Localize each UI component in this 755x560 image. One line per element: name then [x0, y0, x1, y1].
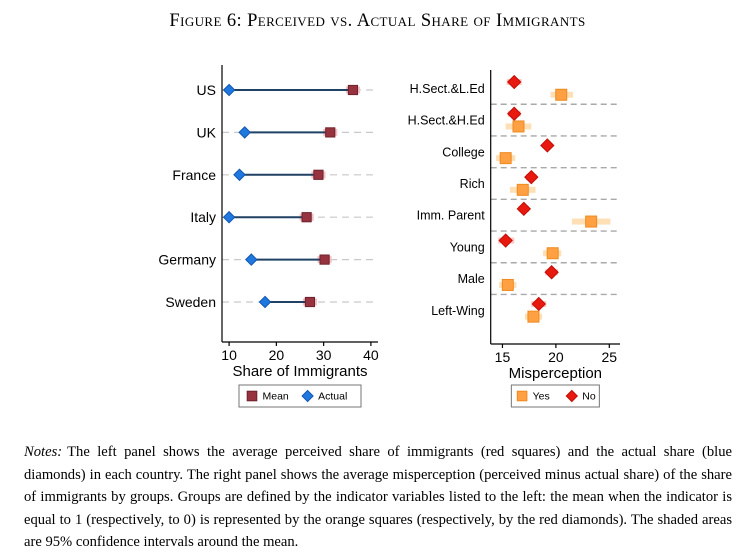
marker-no-left-wing — [531, 296, 546, 312]
x-axis-title: Misperception — [509, 365, 602, 382]
x-tick-label: 20 — [548, 349, 564, 365]
marker-yes-left-wing — [527, 310, 540, 323]
x-axis-title: Share of Immigrants — [232, 363, 367, 380]
category-label-young: Young — [450, 240, 485, 254]
marker-yes-h-sect-h-ed — [512, 120, 525, 133]
marker-yes-young — [546, 247, 559, 260]
marker-no-imm-parent — [516, 201, 532, 217]
marker-mean-sweden — [304, 296, 316, 308]
marker-yes-male — [501, 278, 514, 291]
marker-mean-italy — [301, 212, 312, 223]
marker-yes-college — [499, 152, 512, 165]
right-panel-misperception-chart: H.Sect.&L.Ed H.Sect.&H.Ed College Rich Imm. … — [408, 70, 620, 408]
marker-no-h-sect-l-ed — [507, 74, 522, 90]
marker-no-h-sect-h-ed — [507, 106, 522, 121]
category-label-h-sect-l-ed: H.Sect.&L.Ed — [410, 82, 485, 96]
category-label-h-sect-h-ed: H.Sect.&H.Ed — [408, 114, 485, 128]
notes-label: Notes: — [24, 444, 63, 460]
category-label-italy: Italy — [190, 209, 216, 225]
marker-no-college — [540, 138, 555, 153]
category-label-rich: Rich — [460, 177, 485, 191]
x-tick-label: 30 — [316, 347, 332, 363]
marker-mean-uk — [325, 127, 336, 138]
category-label-male: Male — [458, 272, 485, 286]
marker-actual-france — [233, 168, 246, 182]
marker-actual-italy — [222, 210, 236, 224]
legend-label-mean: Mean — [263, 391, 289, 403]
figure-notes: Notes: The left panel shows the average p… — [24, 441, 732, 554]
category-label-uk: UK — [197, 124, 217, 140]
legend-no-diamond-icon — [565, 389, 579, 403]
category-label-germany: Germany — [158, 252, 216, 268]
marker-mean-us — [347, 84, 359, 96]
notes-text: The left panel shows the average perceiv… — [24, 444, 732, 551]
marker-no-rich — [524, 169, 539, 185]
x-tick-label: 10 — [221, 347, 237, 363]
category-label-france: France — [172, 167, 216, 183]
marker-actual-germany — [245, 253, 258, 266]
marker-no-young — [498, 233, 513, 248]
marker-yes-rich — [516, 183, 529, 196]
legend-label-actual: Actual — [318, 391, 347, 403]
figure-title: Figure 6: Perceived vs. Actual Share of … — [169, 11, 586, 31]
x-tick-label: 40 — [363, 347, 379, 363]
left-panel-share-of-immigrants-chart: US UK France Italy Germany Sweden 10 20 30 40Shar… — [158, 65, 379, 408]
x-tick-label: 25 — [602, 349, 618, 365]
legend-label-no: No — [582, 391, 596, 403]
marker-no-male — [544, 265, 559, 280]
category-label-us: US — [197, 82, 216, 98]
category-label-sweden: Sweden — [165, 294, 216, 310]
category-label-left-wing: Left-Wing — [431, 304, 485, 318]
legend-label-yes: Yes — [533, 391, 550, 403]
marker-mean-germany — [319, 254, 330, 265]
category-label-imm-parent: Imm. Parent — [417, 209, 486, 223]
legend-actual-diamond-icon — [301, 389, 314, 403]
marker-mean-france — [313, 169, 324, 180]
legend-box — [510, 384, 600, 408]
marker-yes-h-sect-l-ed — [555, 88, 568, 101]
marker-actual-us — [222, 83, 236, 97]
category-label-college: College — [442, 145, 484, 159]
marker-actual-uk — [238, 126, 251, 139]
x-tick-label: 15 — [495, 349, 511, 365]
legend-mean-square-icon — [246, 390, 258, 402]
marker-yes-imm-parent — [585, 215, 598, 228]
marker-actual-sweden — [258, 295, 272, 309]
x-tick-label: 20 — [269, 347, 285, 363]
legend-box — [238, 384, 362, 408]
legend-yes-square-icon — [516, 390, 528, 402]
